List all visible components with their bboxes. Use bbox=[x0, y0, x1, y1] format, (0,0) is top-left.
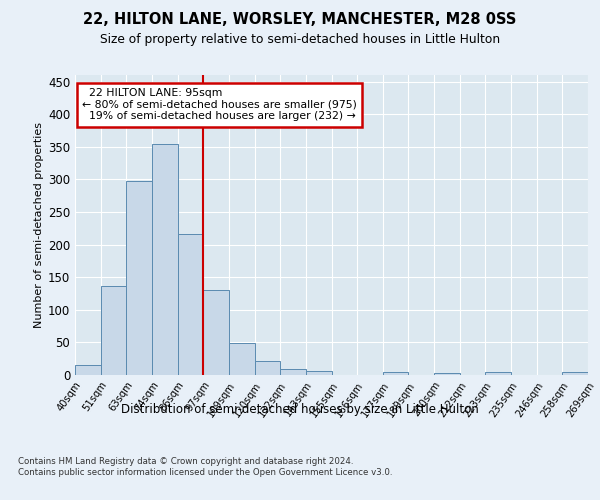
Bar bbox=[203, 290, 229, 375]
Bar bbox=[562, 372, 588, 375]
Bar bbox=[280, 369, 306, 375]
Bar bbox=[383, 372, 409, 375]
Text: 22 HILTON LANE: 95sqm
← 80% of semi-detached houses are smaller (975)
  19% of s: 22 HILTON LANE: 95sqm ← 80% of semi-deta… bbox=[82, 88, 357, 121]
Bar bbox=[127, 180, 152, 375]
Bar bbox=[152, 144, 178, 375]
Bar bbox=[101, 286, 127, 375]
Text: Contains HM Land Registry data © Crown copyright and database right 2024.
Contai: Contains HM Land Registry data © Crown c… bbox=[18, 458, 392, 477]
Bar bbox=[306, 371, 331, 375]
Y-axis label: Number of semi-detached properties: Number of semi-detached properties bbox=[34, 122, 44, 328]
Text: 22, HILTON LANE, WORSLEY, MANCHESTER, M28 0SS: 22, HILTON LANE, WORSLEY, MANCHESTER, M2… bbox=[83, 12, 517, 28]
Bar bbox=[434, 373, 460, 375]
Bar bbox=[178, 234, 203, 375]
Bar bbox=[229, 343, 254, 375]
Text: Distribution of semi-detached houses by size in Little Hulton: Distribution of semi-detached houses by … bbox=[121, 402, 479, 415]
Text: Size of property relative to semi-detached houses in Little Hulton: Size of property relative to semi-detach… bbox=[100, 32, 500, 46]
Bar bbox=[75, 364, 101, 375]
Bar bbox=[485, 372, 511, 375]
Bar bbox=[254, 360, 280, 375]
